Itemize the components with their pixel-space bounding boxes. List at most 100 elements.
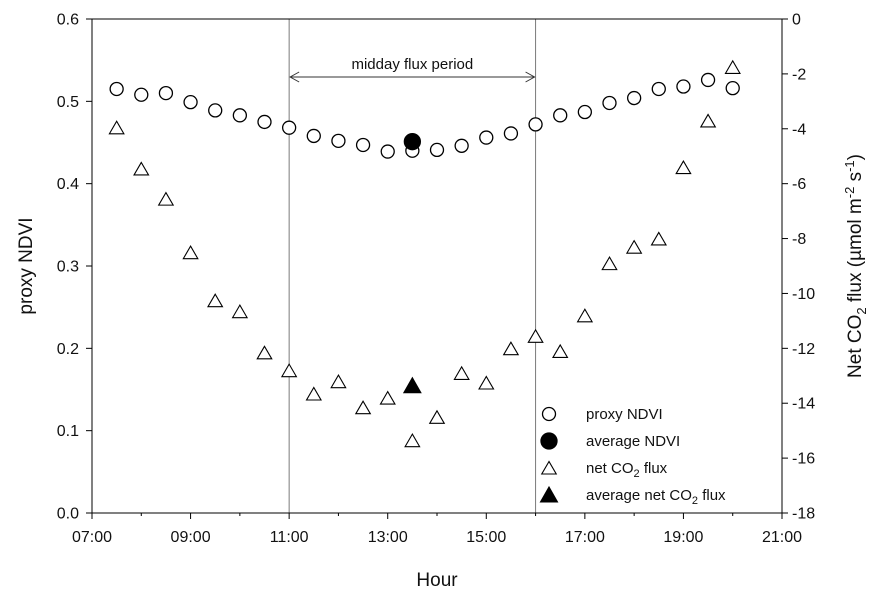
y-right-axis-title: Net CO2 flux (µmol m-2 s-1) (842, 154, 869, 378)
y-left-tick-label: 0.0 (57, 506, 79, 523)
ndvi-point (503, 126, 519, 141)
co2-flux-point (576, 308, 594, 323)
co2-flux-point (428, 409, 446, 424)
co2-flux-point (601, 256, 618, 271)
co2-flux-point (133, 161, 150, 176)
ndvi-point (208, 103, 223, 118)
co2-flux-point (108, 120, 125, 135)
y-left-tick-label: 0.2 (57, 341, 79, 358)
x-tick-label: 21:00 (762, 529, 802, 546)
legend-filled-circle-icon (540, 432, 558, 450)
ndvi-point (602, 95, 617, 111)
y-right-tick-label: -16 (792, 451, 815, 468)
arrow-head-left (289, 71, 300, 83)
legend-filled-triangle-icon (539, 485, 559, 503)
ndvi-point (651, 81, 666, 97)
co2-flux-point (675, 159, 692, 175)
co2-flux-point (280, 363, 298, 378)
y-left-tick-label: 0.3 (57, 259, 79, 276)
x-tick-label: 09:00 (171, 529, 211, 546)
ndvi-point (626, 90, 642, 106)
ndvi-point (134, 87, 149, 102)
co2-flux-point (502, 341, 520, 356)
ndvi-point (676, 79, 691, 94)
co2-flux-point (650, 231, 667, 246)
legend-item: average NDVI (540, 432, 680, 450)
co2-flux-point (453, 365, 470, 380)
co2-flux-point (231, 304, 249, 319)
ndvi-point (306, 128, 321, 144)
co2-flux-point (379, 390, 396, 405)
y-left-tick-label: 0.4 (57, 176, 79, 193)
legend-open-circle-icon (541, 406, 557, 422)
co2-flux-point (157, 191, 175, 206)
co2-flux-point (625, 239, 643, 254)
arrow-head-right (525, 71, 536, 83)
ndvi-point (232, 108, 248, 123)
legend-item: average net CO2 flux (539, 485, 726, 507)
ndvi-point (281, 120, 297, 135)
ndvi-point (355, 137, 371, 153)
co2-flux-point (330, 374, 347, 389)
ndvi-point (577, 104, 593, 120)
ndvi-point (700, 72, 716, 88)
co2-flux-point (552, 343, 569, 359)
x-axis-title: Hour (416, 570, 458, 591)
midday-flux-annotation: midday flux period (289, 56, 536, 83)
co2-flux-point (478, 375, 495, 390)
ndvi-point (158, 85, 174, 101)
axes: 07:00 09:00 11:00 13:00 15:00 17:00 19:00 21:00… (16, 12, 869, 592)
annotation-label: midday flux period (351, 56, 473, 73)
y-right-tick-label: -12 (792, 341, 815, 358)
ndvi-point (183, 95, 198, 110)
y-left-tick-label: 0.6 (57, 12, 79, 29)
ndvi-point (479, 130, 494, 145)
y-right-tick-label: 0 (792, 12, 801, 29)
x-tick-label: 15:00 (466, 529, 506, 546)
co2-flux-point (182, 245, 199, 260)
co2-flux-point (207, 293, 224, 308)
average-ndvi-point (403, 133, 422, 151)
y-left-tick-label: 0.1 (57, 423, 79, 440)
legend-open-triangle-icon (540, 460, 558, 475)
ndvi-point (454, 138, 469, 153)
co2-flux-point (354, 400, 372, 415)
co2-flux-point (256, 345, 273, 360)
co2-flux-point (699, 113, 717, 128)
x-tick-label: 17:00 (565, 529, 605, 546)
y-left-tick-label: 0.5 (57, 94, 79, 111)
co2-flux-point (305, 386, 322, 401)
y-right-tick-label: -6 (792, 176, 806, 193)
y-right-tick-label: -10 (792, 286, 815, 303)
y-right-tick-label: -4 (792, 121, 806, 138)
legend-item: proxy NDVI (541, 406, 663, 423)
x-tick-label: 11:00 (270, 529, 309, 546)
ndvi-point (553, 108, 568, 123)
legend: proxy NDVI average NDVI net CO2 flux averag… (539, 406, 726, 507)
y-right-tick-label: -2 (792, 66, 806, 83)
y-right-tick-label: -18 (792, 506, 815, 523)
legend-label: average NDVI (586, 433, 680, 450)
co2-flux-point (527, 328, 544, 343)
x-tick-label: 07:00 (72, 529, 112, 546)
average-co2-flux-point (402, 376, 422, 394)
y-left-axis-title: proxy NDVI (16, 217, 37, 314)
ndvi-point (109, 81, 124, 97)
ndvi-point (725, 81, 740, 96)
co2-flux-point (724, 59, 741, 74)
reference-lines (288, 19, 537, 513)
legend-label: proxy NDVI (586, 406, 663, 423)
y-right-tick-label: -14 (792, 396, 815, 413)
data-marks (108, 59, 741, 448)
legend-label: average net CO2 flux (586, 487, 726, 507)
co2-flux-point (404, 433, 421, 448)
x-tick-label: 13:00 (368, 529, 408, 546)
legend-item: net CO2 flux (540, 460, 668, 480)
legend-label: net CO2 flux (586, 460, 668, 480)
ndvi-point (429, 142, 445, 158)
x-tick-label: 19:00 (663, 529, 703, 546)
y-right-tick-label: -8 (792, 231, 806, 248)
ndvi-point (380, 144, 395, 159)
ndvi-point (331, 133, 346, 149)
